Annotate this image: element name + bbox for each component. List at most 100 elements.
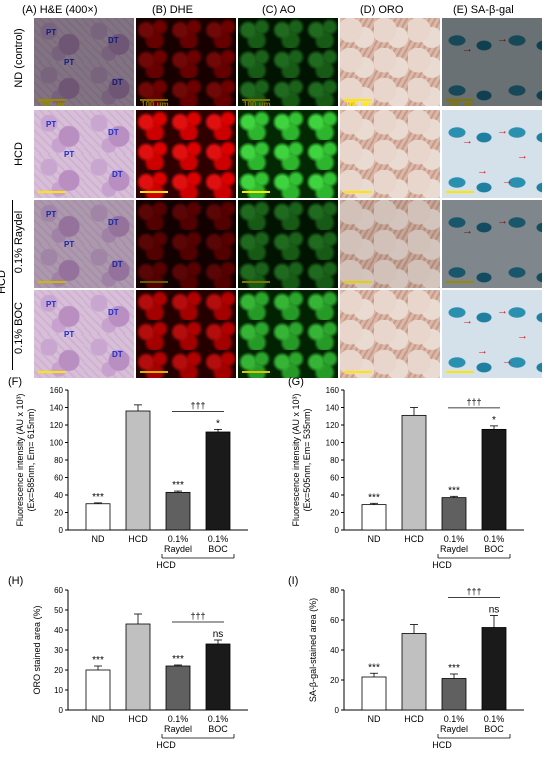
arrow-icon: → — [462, 225, 473, 237]
scale-bar — [140, 281, 168, 283]
y-tick-label: 0 — [59, 706, 64, 715]
y-tick-label: 140 — [326, 404, 340, 413]
category-label: 0.1% — [484, 714, 505, 724]
scale-bar — [38, 191, 66, 193]
y-axis-label: SA-β-gal-stained area (%) — [308, 598, 318, 702]
bracket-label: ††† — [466, 397, 481, 407]
he-mark: PT — [64, 58, 75, 67]
category-label: Raydel — [440, 724, 468, 734]
significance-mark: *** — [448, 663, 460, 674]
he-mark: DT — [112, 260, 123, 269]
y-tick-label: 60 — [330, 474, 339, 483]
category-label: ND — [92, 714, 105, 724]
y-axis-label: ORO stained area (%) — [32, 605, 42, 694]
y-tick-label: 40 — [54, 626, 63, 635]
category-label: ND — [92, 534, 105, 544]
arrow-icon: → — [497, 215, 508, 227]
arrow-icon: → — [502, 355, 513, 367]
scale-bar — [446, 99, 474, 101]
micrograph-r0-c4: 100 μm → → — [442, 18, 542, 106]
column-header-he: (A) H&E (400×) — [22, 4, 98, 16]
category-label: BOC — [208, 724, 228, 734]
group-label: HCD — [432, 740, 452, 750]
y-tick-label: 10 — [54, 686, 63, 695]
scale-bar — [140, 99, 168, 101]
y-tick-label: 30 — [54, 646, 63, 655]
y-tick-label: 100 — [326, 439, 340, 448]
scale-bar-label: 100 μm — [345, 100, 373, 106]
category-label: Raydel — [164, 544, 192, 554]
y-axis-label: Fluorescence intensity (AU x 10³) — [291, 393, 301, 526]
he-mark: DT — [112, 170, 123, 179]
scale-bar — [242, 99, 270, 101]
category-label: Raydel — [164, 724, 192, 734]
y-axis-label: (Ex=585nm, Em= 615nm) — [26, 408, 36, 511]
y-tick-label: 0 — [335, 526, 340, 535]
significance-mark: *** — [448, 485, 460, 496]
micrograph-r3-c0: PT PT DT DT — [34, 290, 134, 378]
y-tick-label: 20 — [330, 509, 339, 518]
significance-mark: *** — [368, 662, 380, 673]
y-axis-label: (Ex=505nm, Em= 535nm) — [302, 408, 312, 511]
arrow-icon: → — [497, 305, 508, 317]
micrograph-r3-c2 — [238, 290, 338, 378]
he-mark: DT — [108, 308, 119, 317]
micrograph-r2-c4: → → — [442, 200, 542, 288]
he-mark: DT — [108, 36, 119, 45]
scale-bar-label: 100 μm — [243, 100, 271, 106]
arrow-icon: → — [517, 330, 528, 342]
arrow-icon: → — [477, 345, 488, 357]
category-label: ND — [368, 534, 381, 544]
bracket-label: ††† — [190, 611, 205, 621]
category-label: BOC — [484, 724, 504, 734]
group-label: HCD — [156, 560, 176, 570]
y-tick-label: 60 — [330, 616, 339, 625]
y-tick-label: 60 — [54, 474, 63, 483]
arrow-icon: → — [462, 135, 473, 147]
category-label: ND — [368, 714, 381, 724]
column-header-dhe: (B) DHE — [152, 4, 193, 16]
y-tick-label: 160 — [326, 386, 340, 395]
bar — [401, 414, 427, 531]
category-label: HCD — [128, 714, 148, 724]
scale-bar-label: 100 μm — [39, 100, 67, 106]
y-tick-label: 50 — [54, 606, 63, 615]
scale-bar — [446, 371, 474, 373]
he-mark: PT — [64, 240, 75, 249]
category-label: BOC — [208, 544, 228, 554]
row-group-divider — [12, 200, 13, 370]
panel-label: (G) — [288, 376, 304, 388]
scale-bar — [344, 281, 372, 283]
y-tick-label: 80 — [330, 456, 339, 465]
group-label: HCD — [156, 740, 176, 750]
y-tick-label: 80 — [54, 456, 63, 465]
bar — [125, 410, 151, 531]
micrograph-r0-c0: 100 μm PT PT DT DT — [34, 18, 134, 106]
scale-bar — [38, 281, 66, 283]
column-header-ao: (C) AO — [262, 4, 296, 16]
bar — [85, 669, 111, 711]
he-mark: PT — [46, 210, 57, 219]
category-label: HCD — [404, 534, 424, 544]
y-axis-label: Fluorescence intensity (AU x 10³) — [15, 393, 25, 526]
category-label: 0.1% — [208, 534, 229, 544]
column-header-sagal: (E) SA-β-gal — [453, 4, 514, 16]
micrograph-r1-c3 — [340, 110, 440, 198]
bar — [85, 503, 111, 531]
micrograph-r2-c1 — [136, 200, 236, 288]
bar — [125, 623, 151, 711]
category-label: BOC — [484, 544, 504, 554]
he-mark: DT — [112, 78, 123, 87]
significance-mark: * — [492, 415, 496, 426]
y-tick-label: 0 — [59, 526, 64, 535]
scale-bar — [140, 191, 168, 193]
y-tick-label: 120 — [326, 421, 340, 430]
significance-mark: *** — [92, 492, 104, 503]
y-tick-label: 80 — [330, 586, 339, 595]
scale-bar — [242, 371, 270, 373]
bar — [165, 665, 191, 711]
he-mark: PT — [64, 330, 75, 339]
significance-mark: *** — [368, 492, 380, 503]
